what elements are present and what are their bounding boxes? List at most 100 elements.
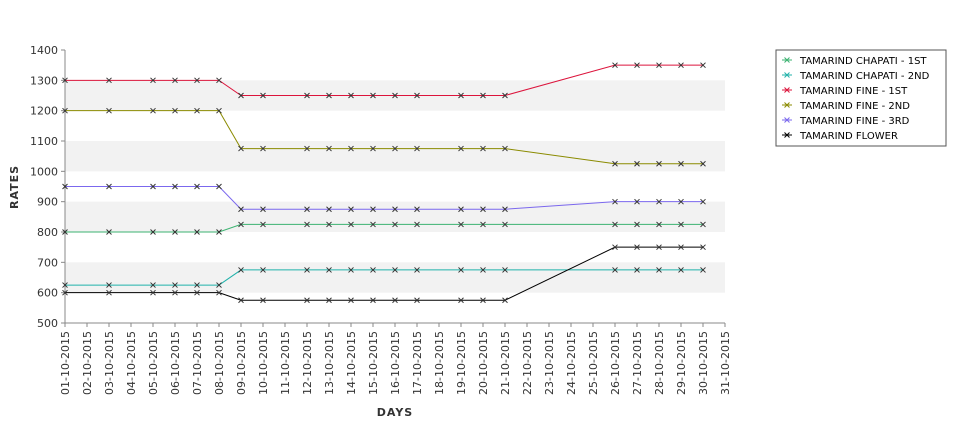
series-lines [65, 64, 703, 301]
x-tick-label: 02-10-2015 [81, 331, 94, 395]
data-point [700, 198, 706, 205]
data-point [326, 267, 332, 273]
data-point [634, 198, 640, 205]
data-point [304, 297, 310, 304]
series-line [65, 186, 703, 210]
data-point [216, 229, 222, 235]
y-axis-title: RATES [8, 165, 21, 209]
data-point [502, 145, 508, 152]
x-tick-label: 17-10-2015 [411, 331, 424, 395]
data-point [700, 244, 706, 251]
data-point [106, 107, 112, 114]
x-tick-label: 06-10-2015 [169, 331, 182, 395]
data-point [656, 244, 662, 251]
data-point [678, 198, 684, 205]
data-point [326, 145, 332, 152]
data-point [458, 297, 464, 304]
data-point [502, 206, 508, 213]
legend: TAMARIND CHAPATI - 1ST TAMARIND CHAPATI -… [775, 49, 947, 147]
x-axis-title: DAYS [377, 406, 413, 419]
data-point [172, 77, 178, 84]
series-line [65, 246, 703, 301]
data-point [106, 282, 112, 288]
data-point [612, 198, 618, 205]
series-line [65, 269, 703, 286]
data-point [260, 145, 266, 152]
data-point [260, 267, 266, 273]
x-tick-label: 05-10-2015 [147, 331, 160, 395]
data-point [304, 221, 310, 228]
data-point [480, 206, 486, 213]
data-point [502, 92, 508, 99]
data-point [414, 221, 420, 228]
data-point [62, 183, 68, 190]
data-point [458, 145, 464, 152]
data-point [304, 145, 310, 152]
data-point [678, 160, 684, 167]
data-point [150, 282, 156, 288]
data-point [150, 289, 156, 296]
x-tick-label: 15-10-2015 [367, 331, 380, 395]
series-markers [62, 62, 706, 304]
legend-label: TAMARIND FLOWER [799, 131, 898, 142]
data-point [304, 267, 310, 273]
data-point [260, 221, 266, 228]
legend-item: TAMARIND FINE - 2ND [782, 101, 910, 112]
data-point [304, 92, 310, 99]
legend-label: TAMARIND FINE - 2ND [799, 101, 910, 112]
data-point [194, 107, 200, 114]
data-point [458, 221, 464, 228]
data-point [414, 206, 420, 213]
data-point [194, 77, 200, 84]
data-point [348, 297, 354, 304]
data-point [172, 107, 178, 114]
data-point [656, 221, 662, 228]
data-point [238, 221, 244, 228]
data-point [304, 206, 310, 213]
data-point [62, 289, 68, 296]
data-point [370, 267, 376, 273]
data-point [480, 145, 486, 152]
data-point [194, 282, 200, 288]
data-point [216, 282, 222, 288]
x-tick-label: 01-10-2015 [59, 331, 72, 395]
y-tick-label: 1000 [30, 165, 58, 178]
x-tick-label: 18-10-2015 [433, 331, 446, 395]
grid-band [65, 201, 725, 232]
x-tick-label: 16-10-2015 [389, 331, 402, 395]
data-point [480, 267, 486, 273]
data-point [480, 92, 486, 99]
data-point [634, 160, 640, 167]
data-point [194, 289, 200, 296]
legend-item: TAMARIND CHAPATI - 2ND [782, 71, 930, 82]
data-point [392, 221, 398, 228]
y-tick-label: 600 [37, 287, 58, 300]
series-line [65, 223, 703, 233]
series-line [65, 110, 703, 165]
y-tick-label: 1100 [30, 135, 58, 148]
data-point [612, 244, 618, 251]
data-point [194, 229, 200, 235]
data-point [480, 221, 486, 228]
data-point [634, 244, 640, 251]
data-point [62, 107, 68, 114]
data-point [216, 77, 222, 84]
y-tick-label: 700 [37, 256, 58, 269]
data-point [634, 267, 640, 273]
data-point [370, 297, 376, 304]
legend-item: TAMARIND FINE - 3RD [782, 116, 910, 127]
data-point [194, 183, 200, 190]
data-point [634, 221, 640, 228]
data-point [502, 221, 508, 228]
data-point [238, 145, 244, 152]
x-tick-label: 12-10-2015 [301, 331, 314, 395]
x-tick-label: 08-10-2015 [213, 331, 226, 395]
data-point [260, 297, 266, 304]
y-tick-label: 1300 [30, 74, 58, 87]
y-tick-label: 1200 [30, 105, 58, 118]
data-point [238, 267, 244, 273]
data-point [172, 289, 178, 296]
data-point [106, 229, 112, 235]
